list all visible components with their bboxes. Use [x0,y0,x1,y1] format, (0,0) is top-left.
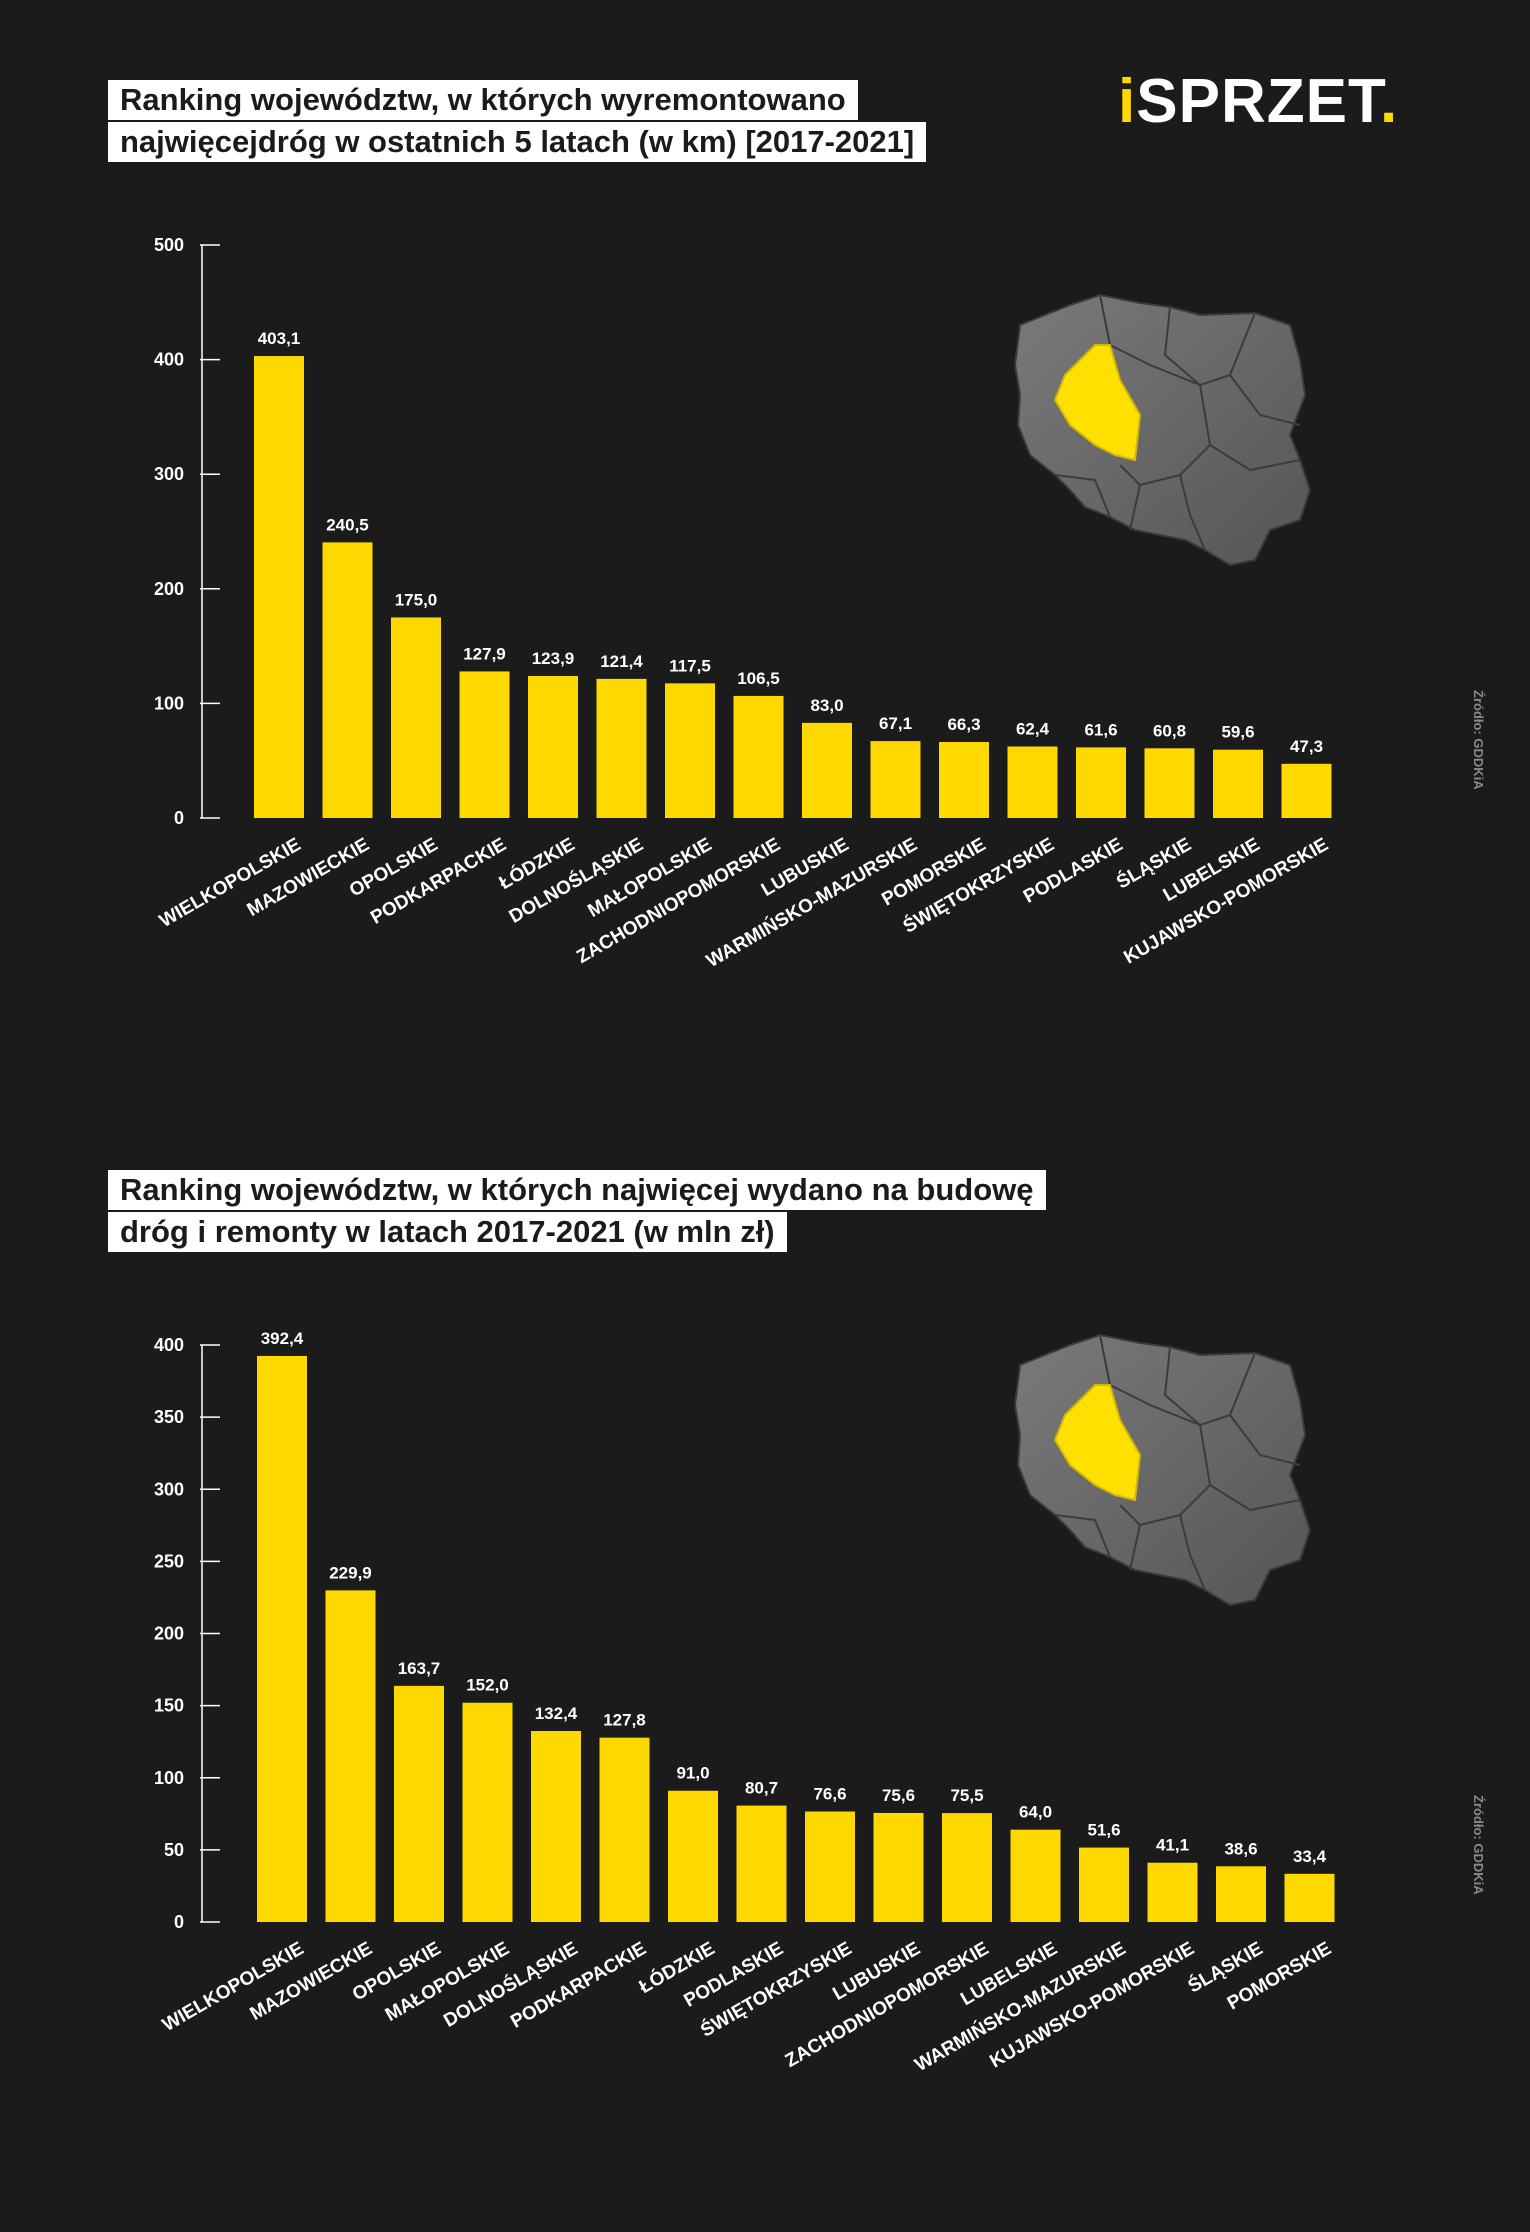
chart1-bar-value-label: 83,0 [810,696,843,715]
wielkopolskie-region-2 [1053,1384,1142,1502]
chart1-bar [528,676,578,818]
chart2-y-tick-label: 200 [154,1624,184,1644]
chart1-bar-value-label: 403,1 [258,329,301,348]
chart1-bar-value-label: 60,8 [1153,721,1186,740]
chart1-y-tick-label: 100 [154,693,184,713]
chart2-bar-value-label: 75,6 [882,1786,915,1805]
poland-map-wielkopolskie-icon-2 [1013,1333,1312,1607]
chart1-bar [1007,746,1058,818]
chart2-bar [805,1811,855,1922]
chart1-title-line-1: Ranking województw, w których wyremontow… [108,80,858,120]
source-label-1: Źródło: GDDKiA [1471,690,1486,790]
poland-outline [1013,293,1312,567]
chart2-y-tick-label: 50 [164,1840,184,1860]
chart1-bar-value-label: 62,4 [1016,719,1050,738]
chart1-bar [391,617,441,818]
chart2-title-line-1: Ranking województw, w których najwięcej … [108,1170,1046,1210]
chart2-y-tick-label: 350 [154,1407,184,1427]
chart2-bar-value-label: 41,1 [1156,1836,1189,1855]
chart1-bar-value-label: 121,4 [600,652,643,671]
poland-map-wielkopolskie-icon [1013,293,1312,567]
chart2-bar-value-label: 127,8 [603,1711,646,1730]
chart2-bar-value-label: 132,4 [535,1704,578,1723]
chart1-title-line-2: najwięcejdróg w ostatnich 5 latach (w km… [108,122,927,162]
chart1-bar [665,683,715,818]
chart1-bar-value-label: 123,9 [532,649,575,668]
chart2-bar [1147,1862,1198,1922]
chart2-bar-value-label: 76,6 [813,1785,846,1804]
chart1-bar [802,722,852,818]
chart1-bar [596,678,647,818]
chart1-bar [1281,763,1332,818]
chart1-category-label: MAZOWIECKIE [244,834,373,921]
chart2-bar [257,1355,307,1922]
chart1-y-tick-label: 500 [154,235,184,255]
chart2-bar [462,1702,513,1922]
chart1-bar [1076,747,1126,818]
source-label-2: Źródło: GDDKiA [1471,1795,1486,1895]
chart2-y-tick-label: 250 [154,1551,184,1571]
chart2-title-line-2: dróg i remonty w latach 2017-2021 (w mln… [108,1212,787,1252]
chart1-bar [870,741,921,818]
chart2-category-label: MAZOWIECKIE [247,1938,376,2025]
chart2-bar-value-label: 51,6 [1087,1821,1120,1840]
chart2-bar [736,1805,787,1922]
chart2-bar-value-label: 75,5 [950,1786,983,1805]
chart2-bar-value-label: 163,7 [398,1659,441,1678]
chart2-bar [599,1737,650,1922]
chart2-y-tick-label: 150 [154,1696,184,1716]
chart2-bar [1079,1847,1129,1922]
chart2-y-tick-label: 100 [154,1768,184,1788]
chart1-bar [254,356,304,818]
chart1-bar-value-label: 66,3 [947,715,980,734]
chart2-bar [531,1731,581,1922]
chart1-y-tick-label: 300 [154,464,184,484]
chart1-bar [459,671,510,818]
chart2-y-tick-label: 300 [154,1479,184,1499]
chart2-bar-value-label: 38,6 [1224,1839,1257,1858]
chart2-bar [394,1685,444,1922]
chart2-bar [1216,1866,1266,1922]
poland-outline-2 [1013,1333,1312,1607]
chart1-bar-value-label: 47,3 [1290,737,1323,756]
chart2-bar [873,1812,924,1922]
chart1-bar-value-label: 106,5 [737,669,780,688]
chart2-y-tick-label: 0 [174,1912,184,1932]
chart1-bar-value-label: 240,5 [326,515,369,534]
chart1-bar [733,695,784,818]
chart1-bar [1144,748,1195,818]
chart1-bar-value-label: 61,6 [1084,720,1117,739]
chart1-y-tick-label: 200 [154,579,184,599]
chart2-bar-value-label: 64,0 [1019,1803,1052,1822]
chart1-bar-chart: 0100200300400500403,1WIELKOPOLSKIE240,5M… [154,235,1332,972]
chart1-bar-value-label: 175,0 [395,590,438,609]
chart1-bar-value-label: 117,5 [669,656,711,675]
chart2-bar [1010,1829,1061,1922]
chart1-bar [1213,749,1263,818]
chart1-bar-value-label: 127,9 [463,644,506,663]
chart2-bar-value-label: 229,9 [329,1563,372,1582]
chart2-bar [325,1590,376,1922]
chart1-y-tick-label: 400 [154,350,184,370]
chart2-bar-value-label: 33,4 [1293,1847,1327,1866]
chart2-title: Ranking województw, w których najwięcej … [108,1170,1046,1252]
chart2-bar-value-label: 91,0 [676,1764,709,1783]
chart2-bar-value-label: 392,4 [261,1329,304,1348]
chart2-bar-value-label: 152,0 [466,1676,509,1695]
chart1-bar-value-label: 67,1 [879,714,912,733]
chart1-bar-value-label: 59,6 [1221,723,1254,742]
chart2-bar [942,1813,992,1922]
chart1-bar [322,542,373,818]
chart2-bar [1284,1873,1335,1922]
chart2-bar-value-label: 80,7 [745,1779,778,1798]
chart1-title: Ranking województw, w których wyremontow… [108,80,927,162]
chart2-bar [668,1790,718,1922]
chart2-y-tick-label: 400 [154,1335,184,1355]
chart1-bar [939,742,989,818]
isprzet-logo: iSPRZET. [1118,67,1399,136]
chart1-y-tick-label: 0 [174,808,184,828]
wielkopolskie-region [1053,344,1142,462]
